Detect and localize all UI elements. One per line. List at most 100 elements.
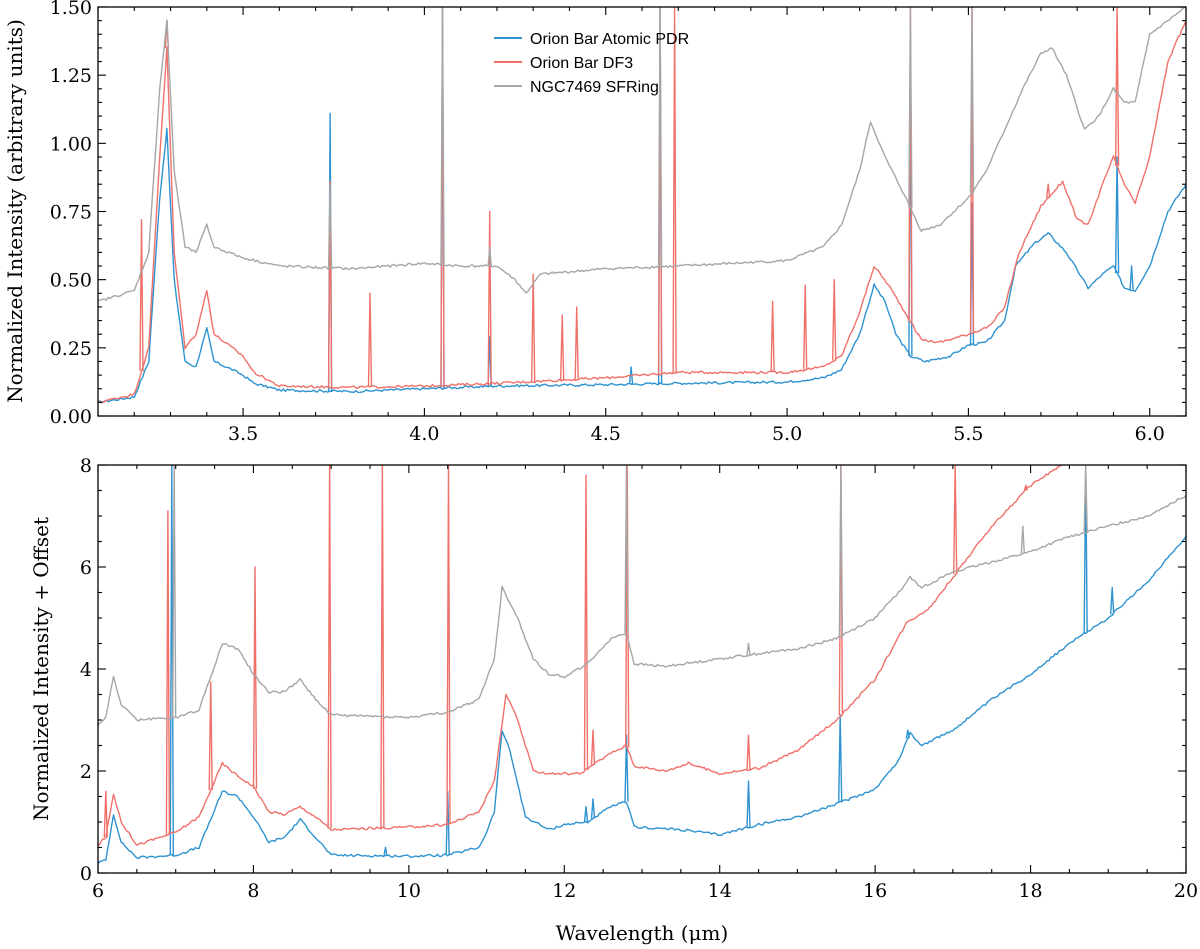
legend-label-atomic: Orion Bar Atomic PDR — [530, 31, 689, 48]
top-ytick-label-4: 1.00 — [50, 133, 92, 155]
bottom-series-atomic — [98, 536, 1186, 865]
top-line-df3-6 — [531, 273, 536, 382]
bottom-series-df3 — [98, 465, 1063, 847]
top-line-df3-12 — [803, 284, 808, 370]
bottom-line-df3-0 — [103, 790, 108, 838]
bottom-line-atomic-5 — [624, 734, 629, 802]
bottom-panel: 6 8 10 12 14 16 18 20 0 2 4 6 8 Normalized Intensity… — [29, 455, 1198, 945]
bottom-line-df3-7 — [583, 474, 589, 770]
bottom-line-atomic-10 — [1110, 586, 1115, 615]
bottom-line-df3-13 — [1023, 484, 1029, 491]
top-legend: Orion Bar Atomic PDR Orion Bar DF3 NGC74… — [494, 31, 689, 96]
top-xtick-label-2: 4.5 — [591, 423, 621, 445]
bottom-line-df3-12 — [953, 465, 958, 575]
top-line-df3-0 — [139, 219, 144, 372]
top-xtick-label-1: 4.0 — [409, 423, 439, 445]
top-line-atomic-7 — [1114, 156, 1120, 274]
bottom-series-group — [98, 465, 1186, 865]
legend-label-ngc: NGC7469 SFRing — [530, 79, 659, 96]
bottom-xtick-label-1: 8 — [247, 880, 259, 902]
bottom-line-atomic-1 — [383, 846, 388, 857]
top-ytick-label-0: 0.00 — [50, 406, 92, 428]
bottom-ytick-label-0: 0 — [80, 863, 92, 885]
bottom-xtick-label-0: 6 — [92, 880, 104, 902]
top-line-atomic-8 — [1129, 265, 1134, 290]
top-series-ngc — [98, 7, 1186, 302]
top-line-df3-5 — [487, 210, 492, 384]
top-ytick-label-2: 0.50 — [50, 270, 92, 292]
bottom-line-df3-10 — [746, 734, 751, 770]
bottom-xtick-label-2: 10 — [397, 880, 421, 902]
bottom-line-df3-3 — [252, 566, 258, 789]
top-line-ngc-0 — [327, 183, 333, 268]
bottom-line-df3-6 — [446, 465, 451, 825]
bottom-line-ngc-3 — [838, 465, 844, 637]
bottom-line-atomic-6 — [746, 780, 751, 828]
top-line-atomic-3 — [628, 366, 634, 385]
bottom-x-axis-title: Wavelength (μm) — [556, 921, 729, 945]
top-y-axis-title: Normalized Intensity (arbitrary units) — [3, 19, 27, 403]
bottom-xtick-label-4: 14 — [708, 880, 732, 902]
top-line-df3-15 — [969, 7, 975, 333]
bottom-ytick-label-3: 6 — [80, 557, 92, 579]
top-line-df3-14 — [908, 7, 913, 322]
bottom-tick-group: 6 8 10 12 14 16 18 20 0 2 4 6 8 — [80, 455, 1198, 902]
top-line-df3-11 — [770, 300, 775, 373]
top-line-df3-17 — [1114, 7, 1120, 167]
bottom-line-ngc-4 — [1083, 465, 1088, 533]
top-line-df3-3 — [367, 292, 373, 388]
top-line-df3-16 — [1046, 183, 1051, 198]
bottom-line-df3-2 — [208, 681, 213, 791]
top-series-df3 — [98, 20, 1186, 403]
top-line-ngc-4 — [908, 7, 913, 208]
bottom-line-ngc-1 — [624, 465, 629, 634]
top-xtick-label-0: 3.5 — [228, 423, 258, 445]
top-line-df3-10 — [672, 7, 677, 373]
top-line-ngc-1 — [440, 7, 445, 265]
top-line-ngc-2 — [487, 246, 492, 267]
bottom-line-atomic-9 — [1083, 465, 1088, 633]
bottom-ytick-label-4: 8 — [80, 455, 92, 477]
top-panel: 3.5 4.0 4.5 5.0 5.5 6.0 0.00 0.25 0.50 0.75 1.00 1.… — [3, 0, 1187, 445]
bottom-line-df3-8 — [590, 729, 596, 765]
bottom-line-ngc-2 — [746, 642, 751, 656]
bottom-xtick-label-7: 20 — [1174, 880, 1198, 902]
top-xtick-label-4: 5.5 — [953, 423, 983, 445]
top-ytick-label-5: 1.25 — [50, 65, 92, 87]
bottom-line-atomic-4 — [590, 798, 596, 819]
bottom-line-atomic-0 — [169, 465, 174, 856]
top-tick-group: 3.5 4.0 4.5 5.0 5.5 6.0 0.00 0.25 0.50 0.75 1.00 1.… — [50, 0, 1187, 445]
bottom-line-df3-4 — [327, 465, 332, 829]
top-ytick-label-6: 1.50 — [50, 0, 92, 19]
top-plot-frame — [97, 6, 1187, 417]
bottom-ytick-label-2: 4 — [80, 659, 92, 681]
bottom-line-atomic-3 — [583, 806, 589, 823]
bottom-line-ngc-5 — [1020, 525, 1025, 554]
bottom-line-atomic-7 — [838, 714, 843, 803]
top-line-df3-8 — [574, 306, 579, 380]
legend-label-df3: Orion Bar DF3 — [530, 55, 633, 72]
bottom-line-df3-1 — [165, 510, 171, 835]
bottom-ytick-label-1: 2 — [80, 761, 92, 783]
top-line-df3-7 — [560, 314, 565, 381]
bottom-y-axis-title: Normalized Intensity + Offset — [29, 517, 53, 821]
top-line-df3-13 — [832, 279, 837, 361]
top-ytick-label-1: 0.25 — [50, 338, 92, 360]
bottom-series-ngc — [98, 495, 1186, 727]
bottom-xtick-label-6: 18 — [1018, 880, 1042, 902]
top-ytick-label-3: 0.75 — [50, 202, 92, 224]
top-series-atomic — [98, 127, 1186, 404]
bottom-line-ngc-0 — [172, 465, 177, 718]
bottom-line-df3-5 — [380, 465, 385, 829]
bottom-xtick-label-3: 12 — [552, 880, 576, 902]
top-xtick-label-3: 5.0 — [772, 423, 802, 445]
bottom-xtick-label-5: 16 — [863, 880, 887, 902]
top-line-ngc-5 — [969, 7, 975, 193]
top-line-df3-2 — [327, 180, 333, 388]
bottom-line-atomic-8 — [905, 729, 910, 739]
bottom-line-df3-9 — [625, 465, 630, 748]
top-line-ngc-3 — [657, 7, 663, 267]
top-series-group — [98, 7, 1186, 404]
top-xtick-label-5: 6.0 — [1135, 423, 1165, 445]
